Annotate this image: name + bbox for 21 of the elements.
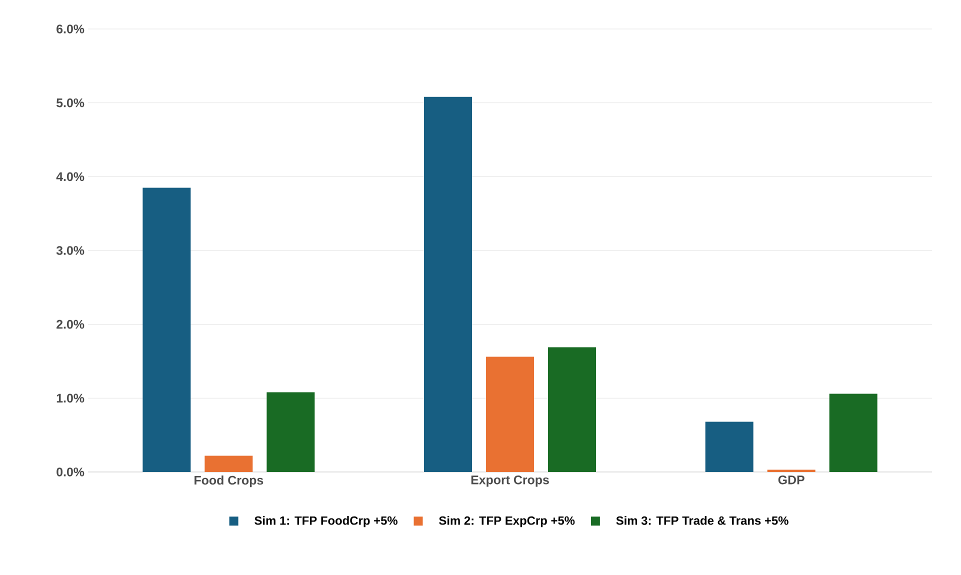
bar	[705, 422, 754, 472]
x-tick-label: Food Crops	[194, 476, 264, 488]
y-tick-label: 5.0%	[56, 98, 84, 108]
y-tick-label: 6.0%	[56, 24, 84, 34]
bar	[424, 96, 472, 472]
bar	[266, 392, 315, 472]
bar	[829, 394, 878, 472]
bar	[142, 188, 191, 472]
x-tick-label: GDP	[778, 476, 804, 484]
legend-label: Sim 3: TFP Trade & Trans +5%	[616, 516, 788, 525]
y-tick-label: 2.0%	[56, 320, 84, 329]
legend-label: Sim 2: TFP ExpCrp +5%	[439, 516, 575, 528]
bar	[204, 456, 253, 472]
bar	[548, 347, 596, 472]
y-tick-label: 3.0%	[56, 246, 84, 255]
y-tick-label: 4.0%	[56, 172, 84, 182]
y-tick-label: 1.0%	[56, 394, 84, 403]
bar	[486, 356, 534, 472]
x-tick-label: Export Crops	[471, 476, 549, 487]
y-tick-label: 0.0%	[56, 468, 84, 476]
legend-label: Sim 1: TFP FoodCrp +5%	[254, 516, 398, 528]
